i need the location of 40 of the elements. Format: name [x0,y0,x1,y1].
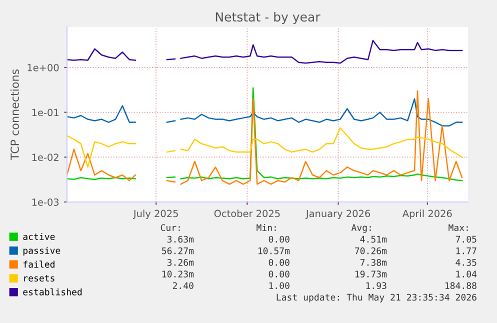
text: 19.73m [355,270,387,278]
text: 1.00 [269,282,290,290]
text: 56.27m [162,247,194,254]
y-tick-label: 1e-03 [32,198,59,206]
x-tick-label: October 2025 [214,210,280,218]
text: Max: [448,224,468,232]
text: Avg: [351,224,371,233]
x-tick-label: January 2026 [305,210,370,220]
text: 0.00 [268,259,290,266]
legend-label: resets [24,275,54,282]
text: 1.04 [456,270,477,278]
text: 0.00 [268,236,290,243]
legend-label: passive [23,246,60,256]
text: 1.93 [366,282,386,290]
legend-label: active [23,233,55,240]
text: 10.57m [258,247,290,254]
legend-label: established [23,288,82,296]
chart-title: Netstat - by year [216,12,320,24]
y-axis-title: TCP connections [10,69,19,160]
text: 3.26m [167,259,194,266]
text: 184.88 [445,282,476,290]
y-tick-label: 1e+00 [28,64,59,72]
text: 0.00 [268,270,290,278]
x-tick-label: July 2025 [132,210,178,220]
x-tick-label: April 2026 [402,210,452,220]
text: 2.40 [172,282,194,290]
y-tick-label: 1e-01 [32,108,58,116]
text: Cur: [160,224,180,232]
legend-label: failed [24,260,54,268]
text: 70.26m [355,247,387,254]
text: Last update: Thu May 21 23:35:34 2026 [276,294,476,302]
text: 7.38m [360,259,387,266]
text: Min: [256,224,276,231]
text: 3.63m [167,236,194,243]
text: 4.51m [360,236,387,243]
text: 1.77 [456,248,476,254]
text: 10.23m [162,270,194,278]
text: 7.05 [456,236,476,243]
y-tick-label: 1e-02 [32,154,58,161]
text: 4.35 [456,259,476,266]
